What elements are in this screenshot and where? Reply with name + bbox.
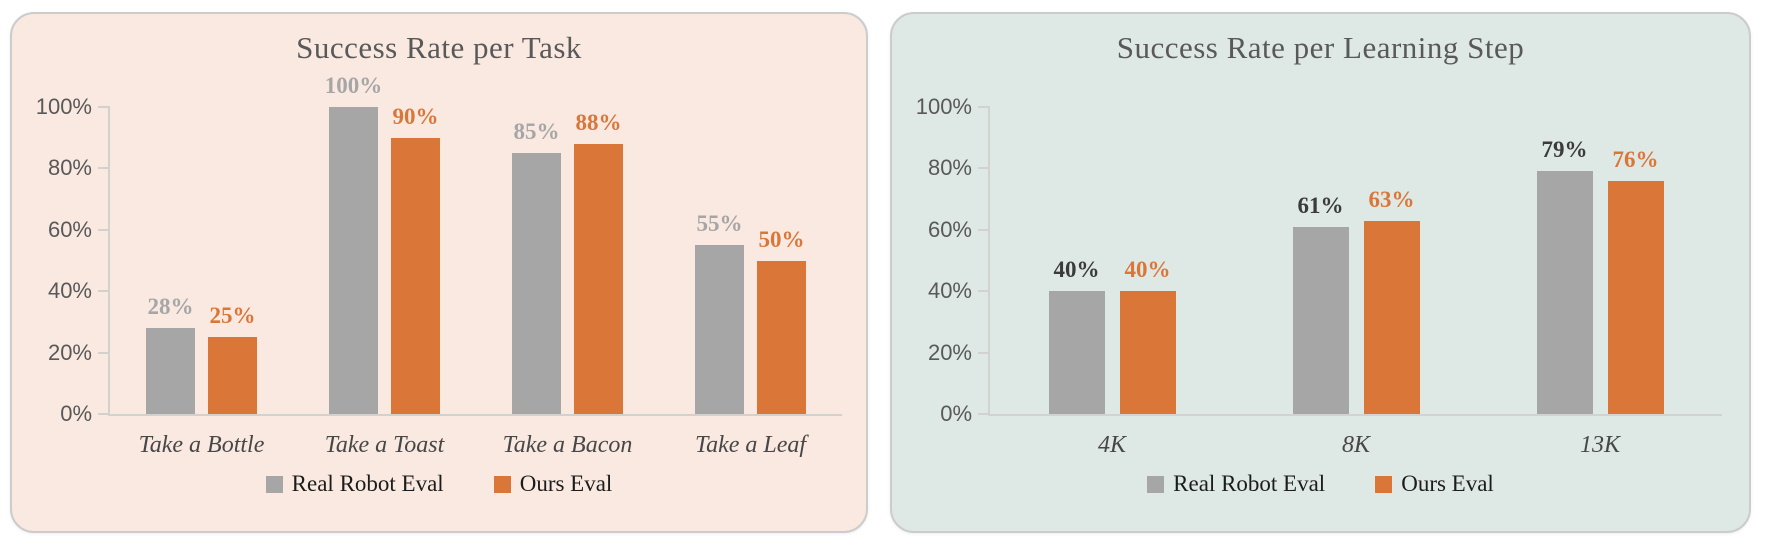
bar-group: 85% 88% Take a Bacon [476, 107, 659, 458]
bar-value-label: 40% [1124, 257, 1171, 283]
bar-value-label: 25% [209, 303, 256, 329]
plot-area: 0% 20% 40% 60% 80% 100% 40% 40% 4K 61% 63% 8K 79% 76%… [916, 94, 1722, 458]
y-axis-tick-label: 40% [47, 278, 92, 304]
bar-value-label: 28% [147, 294, 194, 320]
legend: Real Robot Eval Ours Eval [892, 471, 1749, 497]
bar-ours-eval: 40% [1119, 257, 1176, 414]
bar-value-label: 85% [513, 119, 560, 145]
legend-label: Real Robot Eval [1173, 471, 1326, 496]
legend-swatch [493, 475, 511, 493]
y-axis-tick-label: 60% [47, 216, 92, 242]
legend-swatch [265, 475, 283, 493]
tick-mark [98, 167, 110, 170]
y-axis-tick-label: 100% [35, 94, 92, 119]
tick-mark [978, 106, 990, 108]
tick-mark [978, 351, 990, 354]
bar-value-label: 40% [1053, 257, 1100, 283]
y-axis-tick-label: 80% [927, 155, 972, 181]
bar-ours-eval: 88% [574, 110, 623, 414]
x-axis-label: 8K [1341, 432, 1370, 458]
y-axis-tick-label: 60% [927, 216, 972, 242]
x-axis-label: 13K [1579, 432, 1620, 458]
bar-real-robot-eval: 100% [325, 73, 382, 414]
tick-mark [98, 290, 110, 293]
bar-groups: 28% 25% Take a Bottle 100% 90% Take a Toast 85… [110, 73, 842, 458]
legend-label: Ours Eval [519, 471, 613, 496]
tick-mark [98, 351, 110, 354]
bar-group: 55% 50% Take a Leaf [659, 107, 842, 458]
chart-title: Success Rate per Task [296, 30, 582, 65]
bar-ours-eval: 50% [757, 227, 806, 414]
bar-group: 79% 76% 13K [1478, 107, 1722, 458]
tick-mark [978, 413, 990, 415]
legend-label: Real Robot Eval [291, 471, 444, 496]
tick-mark [98, 413, 110, 415]
bar-ours-eval: 25% [208, 303, 257, 414]
y-axis-tick-label: 80% [47, 155, 92, 181]
legend-label: Ours Eval [1401, 471, 1494, 496]
bar-value-label: 55% [696, 211, 743, 237]
bar-value-label: 76% [1612, 146, 1659, 172]
bar-real-robot-eval: 79% [1536, 137, 1593, 414]
x-axis-label: Take a Bottle [138, 432, 265, 458]
x-axis-label: 4K [1097, 432, 1126, 458]
bar-value-label: 90% [392, 103, 439, 129]
bar-real-robot-eval: 55% [695, 211, 744, 414]
bar-value-label: 88% [575, 109, 622, 135]
tick-mark [98, 228, 110, 231]
x-axis-label: Take a Toast [324, 432, 445, 458]
y-axis-tick-label: 40% [927, 278, 972, 304]
bar-groups: 40% 40% 4K 61% 63% 8K 79% 76% 13K [990, 107, 1722, 458]
legend: Real Robot Eval Ours Eval [12, 471, 866, 497]
legend-item-ours-eval: Ours Eval [493, 471, 613, 497]
tick-mark [978, 228, 990, 231]
tick-mark [978, 290, 990, 293]
y-axis-tick-label: 20% [47, 339, 92, 365]
bar-real-robot-eval: 85% [512, 119, 561, 414]
bar-value-label: 79% [1541, 137, 1588, 163]
y-axis-tick-label: 100% [915, 94, 972, 119]
legend-item-real-robot-eval: Real Robot Eval [265, 471, 444, 497]
x-axis-label: Take a Leaf [694, 432, 807, 458]
bar-value-label: 100% [324, 73, 383, 98]
bar-group: 40% 40% 4K [990, 107, 1234, 458]
y-axis-tick-label: 0% [940, 401, 972, 426]
chart-title: Success Rate per Learning Step [1116, 30, 1525, 65]
bar-value-label: 61% [1297, 192, 1344, 218]
legend-swatch [1147, 475, 1165, 493]
bar-ours-eval: 76% [1607, 147, 1664, 414]
plot-area: 0% 20% 40% 60% 80% 100% 28% 25% Take a Bottle 100… [36, 73, 842, 458]
y-axis-tick-label: 0% [60, 401, 92, 426]
bar-real-robot-eval: 40% [1048, 257, 1105, 414]
bar-real-robot-eval: 61% [1292, 193, 1349, 414]
y-axis-tick-label: 20% [927, 339, 972, 365]
bar-value-label: 50% [758, 226, 805, 252]
tick-mark [98, 106, 110, 108]
bar-group: 28% 25% Take a Bottle [110, 107, 293, 458]
bar-group: 61% 63% 8K [1234, 107, 1478, 458]
bar-ours-eval: 63% [1363, 187, 1420, 414]
legend-item-ours-eval: Ours Eval [1375, 471, 1494, 497]
x-axis-label: Take a Bacon [502, 432, 633, 458]
bar-group: 100% 90% Take a Toast [293, 73, 476, 458]
bar-ours-eval: 90% [391, 104, 440, 414]
panel-success-rate-per-task: Success Rate per Task 0% 20% 40% 60% 80% 100%… [10, 12, 868, 533]
tick-mark [978, 167, 990, 170]
legend-item-real-robot-eval: Real Robot Eval [1147, 471, 1325, 497]
bar-value-label: 63% [1368, 186, 1415, 212]
bar-real-robot-eval: 28% [146, 294, 195, 414]
panel-success-rate-per-learning-step: Success Rate per Learning Step 0% 20% 40% 6… [890, 12, 1751, 533]
legend-swatch [1375, 475, 1393, 493]
